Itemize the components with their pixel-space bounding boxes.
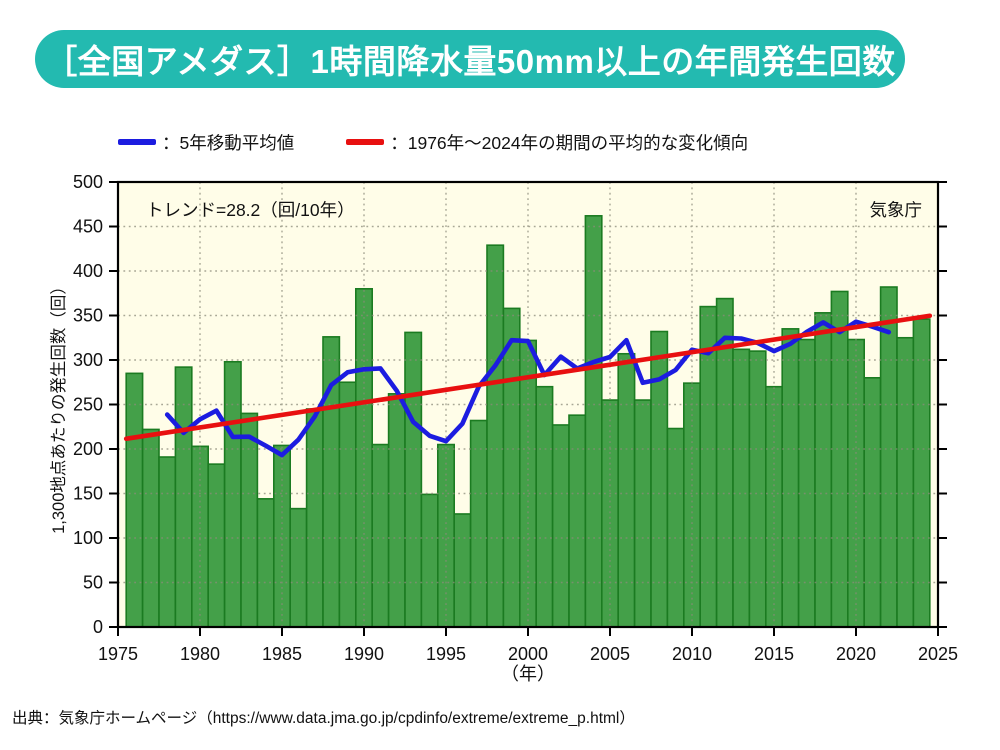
bar-1976: [125, 372, 144, 628]
bar-2007: [633, 399, 652, 628]
bar-2022: [879, 286, 898, 628]
ytick-450: 450: [73, 217, 103, 237]
axis-ticks: [109, 181, 947, 636]
xtick-2015: 2015: [754, 644, 794, 664]
bar-2009: [666, 427, 685, 628]
bar-2004: [584, 215, 603, 628]
bar-1996: [453, 513, 472, 628]
xtick-2000: 2000: [508, 644, 548, 664]
axis-tick-labels: 0 50 100 150 200 250 300 350 400 450 500 1975 1980 19…: [73, 172, 958, 664]
source-citation: 出典：気象庁ホームページ（https://www.data.jma.go.jp/…: [12, 710, 635, 727]
title-banner: ［全国アメダス］1時間降水量50mm以上の年間発生回数: [35, 30, 905, 88]
bar-1991: [371, 443, 390, 628]
blue-line-icon: [118, 139, 156, 145]
legend-label-moving-average: ：5年移動平均値: [162, 132, 295, 153]
y-axis-title: 1,300地点あたりの発生回数（回）: [50, 278, 68, 534]
bar-1985: [272, 444, 291, 628]
legend-label-trend: ：1976年〜2024年の期間の平均的な変化傾向: [390, 132, 749, 153]
bar-1994: [420, 493, 439, 628]
bar-2016: [781, 328, 800, 628]
xtick-1990: 1990: [344, 644, 384, 664]
ytick-300: 300: [73, 350, 103, 370]
legend-item-trend: ：1976年〜2024年の期間の平均的な変化傾向: [346, 130, 748, 155]
bar-2003: [568, 414, 587, 628]
bar-1986: [289, 507, 308, 628]
xtick-1975: 1975: [98, 644, 138, 664]
ytick-400: 400: [73, 261, 103, 281]
page-title: ［全国アメダス］1時間降水量50mm以上の年間発生回数: [44, 43, 896, 80]
ytick-0: 0: [93, 617, 103, 637]
xtick-2010: 2010: [672, 644, 712, 664]
bar-1983: [240, 412, 259, 628]
bar-1979: [174, 366, 193, 628]
trend-line: [123, 313, 933, 442]
bar-1997: [469, 419, 488, 628]
bar-1992: [387, 393, 406, 628]
bar-2006: [617, 352, 636, 628]
legend-item-moving-average: ：5年移動平均値: [118, 130, 294, 155]
ytick-150: 150: [73, 484, 103, 504]
bar-1980: [191, 445, 210, 628]
ytick-50: 50: [83, 573, 103, 593]
bar-1984: [256, 498, 275, 628]
xtick-2025: 2025: [918, 644, 958, 664]
xtick-1985: 1985: [262, 644, 302, 664]
bar-2019: [830, 290, 849, 628]
bar-2018: [814, 312, 833, 628]
agency-label: 気象庁: [869, 200, 923, 220]
bar-2001: [535, 385, 554, 628]
red-line-icon: [346, 139, 385, 145]
x-axis-title: （年）: [501, 664, 555, 684]
bar-1995: [436, 443, 455, 628]
bar-2002: [551, 424, 570, 628]
bar-2014: [748, 350, 767, 628]
chart-legend: ：5年移動平均値 ：1976年〜2024年の期間の平均的な変化傾向: [118, 126, 748, 158]
bar-2023: [896, 336, 915, 628]
bar-2021: [863, 376, 882, 628]
bar-1977: [141, 428, 160, 628]
ytick-200: 200: [73, 439, 103, 459]
ytick-100: 100: [73, 528, 103, 548]
xtick-1980: 1980: [180, 644, 220, 664]
bar-2017: [797, 338, 816, 628]
ytick-350: 350: [73, 306, 103, 326]
ytick-250: 250: [73, 395, 103, 415]
xtick-2020: 2020: [836, 644, 876, 664]
bar-1978: [158, 456, 177, 628]
bar-1981: [207, 463, 226, 628]
bar-1982: [223, 360, 242, 628]
bar-2013: [732, 348, 751, 628]
moving-average-line: [164, 319, 892, 458]
bar-1999: [502, 307, 521, 628]
bar-1993: [404, 331, 423, 628]
bar-1987: [305, 408, 324, 628]
bar-1998: [486, 244, 505, 628]
xtick-1995: 1995: [426, 644, 466, 664]
ytick-500: 500: [73, 172, 103, 192]
trend-value-annotation: トレンド=28.2（回/10年）: [146, 200, 355, 220]
xtick-2005: 2005: [590, 644, 630, 664]
bar-1989: [338, 381, 357, 628]
bar-2024: [912, 318, 931, 628]
